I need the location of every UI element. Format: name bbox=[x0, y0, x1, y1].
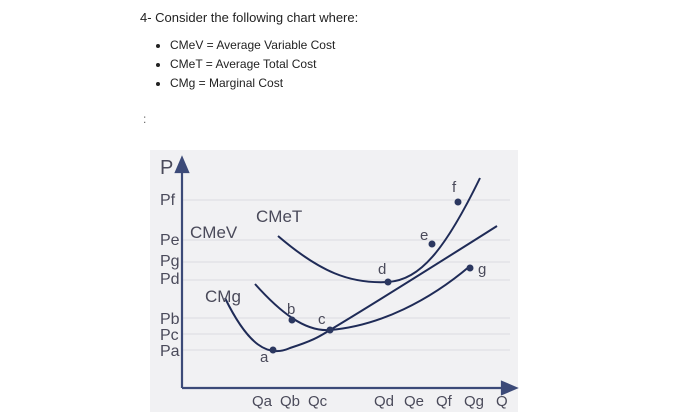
cmg-curve bbox=[224, 225, 498, 353]
definition: CMg = Marginal Cost bbox=[170, 74, 335, 93]
point-label: f bbox=[452, 179, 457, 196]
x-label: Q bbox=[496, 393, 508, 410]
x-label: Qc bbox=[308, 393, 328, 410]
x-labels: Qa Qb Qc Qd Qe Qf Qg Q bbox=[252, 393, 508, 410]
x-label: Qd bbox=[374, 393, 394, 410]
x-label: Qe bbox=[404, 393, 424, 410]
marker: : bbox=[143, 112, 147, 126]
points bbox=[269, 198, 474, 354]
price-label: Pe bbox=[160, 232, 180, 249]
price-labels: Pf Pe Pg Pd Pb Pc Pa bbox=[160, 192, 180, 360]
price-label: Pa bbox=[160, 343, 180, 360]
question-title: 4- Consider the following chart where: bbox=[140, 10, 359, 25]
axes bbox=[174, 155, 519, 396]
y-axis-label: P bbox=[160, 157, 173, 179]
x-label: Qf bbox=[436, 393, 453, 410]
price-label: Pf bbox=[160, 192, 176, 209]
point-labels: a b c d e f g bbox=[260, 179, 486, 366]
price-label: Pd bbox=[160, 271, 180, 288]
cmev-curve bbox=[254, 265, 471, 332]
price-label: Pc bbox=[160, 327, 179, 344]
chart-background bbox=[150, 150, 518, 412]
x-label: Qg bbox=[464, 393, 484, 410]
definition: CMeV = Average Variable Cost bbox=[170, 36, 335, 55]
curve-label: CMeT bbox=[256, 207, 302, 226]
point-label: b bbox=[287, 301, 295, 318]
curve-label: CMeV bbox=[190, 223, 238, 242]
definitions: CMeV = Average Variable Cost CMeT = Aver… bbox=[152, 36, 335, 93]
curve-label: CMg bbox=[205, 287, 241, 306]
curve-labels: CMeV CMeT CMg bbox=[190, 207, 302, 306]
point-label: c bbox=[318, 311, 326, 328]
price-label: Pb bbox=[160, 311, 180, 328]
price-label: Pg bbox=[160, 253, 180, 270]
point-label: d bbox=[378, 261, 386, 278]
point-label: e bbox=[420, 227, 428, 244]
point-label: g bbox=[478, 261, 486, 278]
x-label: Qb bbox=[280, 393, 300, 410]
point-label: a bbox=[260, 349, 269, 366]
definition: CMeT = Average Total Cost bbox=[170, 55, 335, 74]
x-label: Qa bbox=[252, 393, 273, 410]
